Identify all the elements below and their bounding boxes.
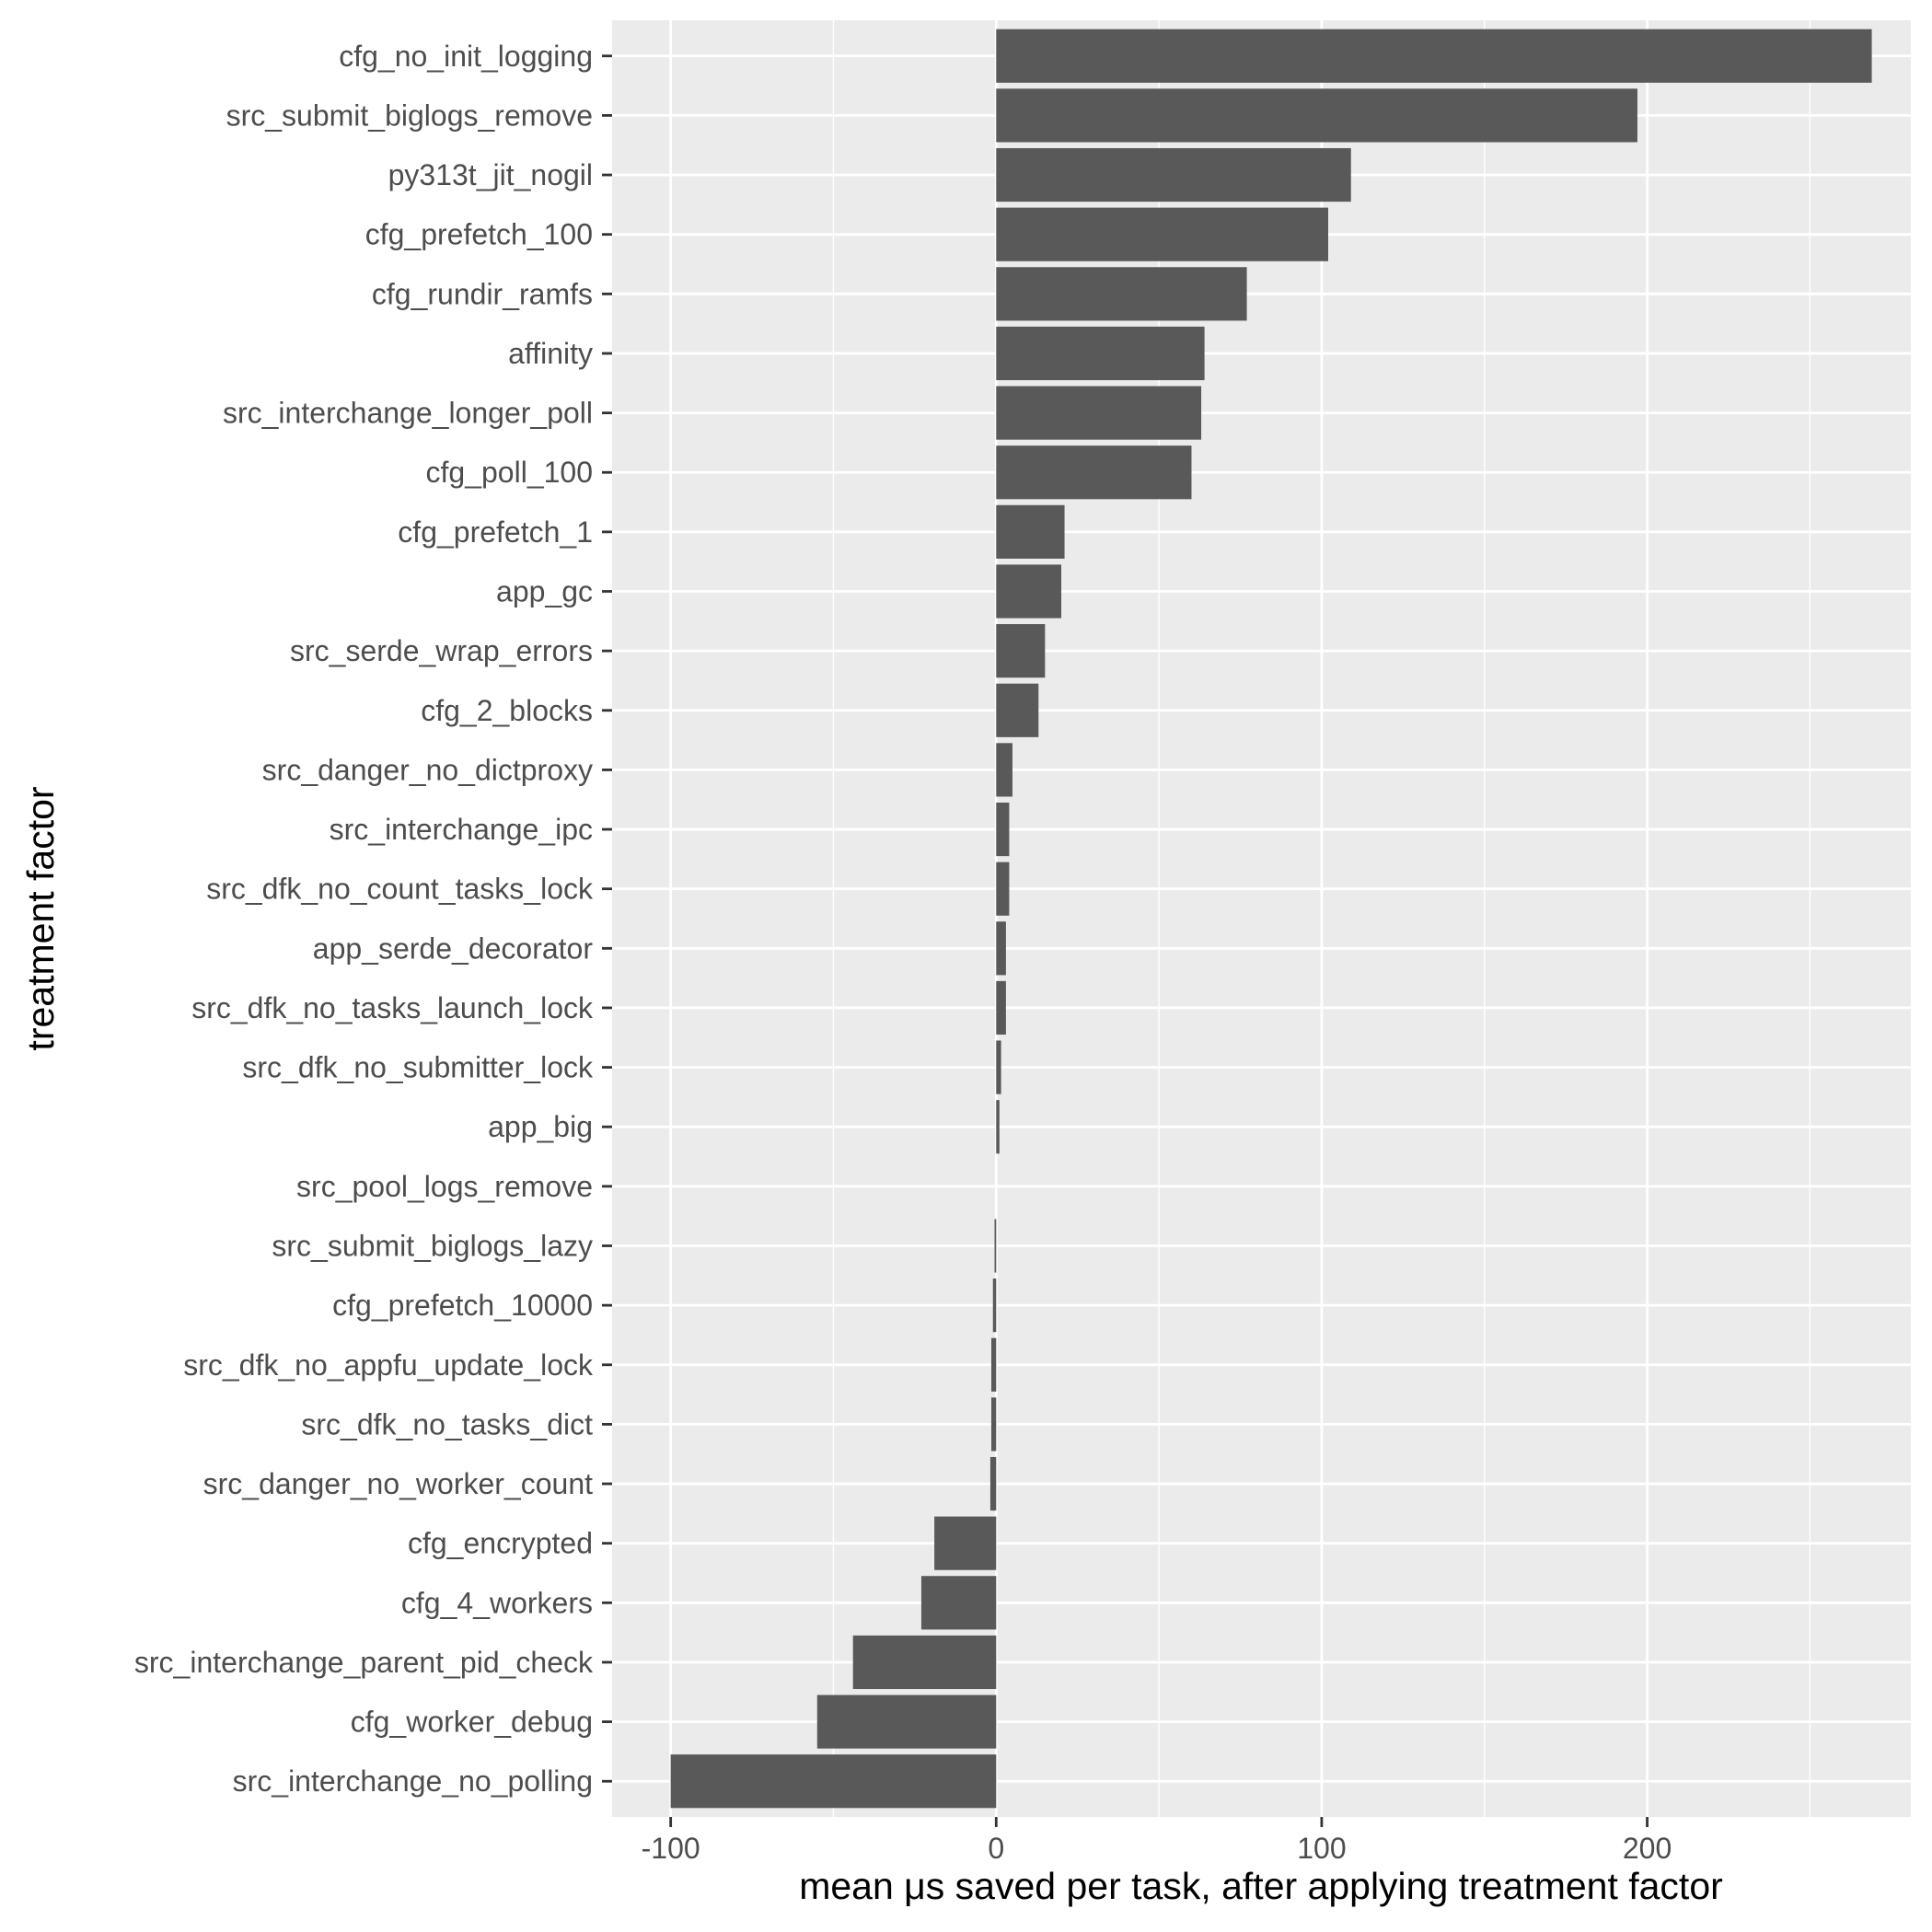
bar (996, 326, 1205, 381)
y-tick-label: cfg_rundir_ramfs (372, 277, 593, 310)
y-tick-label: cfg_prefetch_10000 (332, 1289, 593, 1322)
bar (996, 504, 1065, 559)
bar (996, 743, 1012, 797)
y-tick-label: cfg_worker_debug (351, 1706, 593, 1739)
y-tick-label: src_interchange_ipc (330, 813, 593, 846)
y-tick-label: cfg_encrypted (408, 1527, 593, 1560)
y-tick-label: cfg_poll_100 (426, 456, 593, 489)
bar (990, 1397, 997, 1452)
bar (996, 88, 1637, 143)
y-tick-label: app_serde_decorator (313, 931, 594, 965)
x-tick-label: -100 (642, 1832, 700, 1865)
y-tick-label: app_big (488, 1110, 593, 1143)
y-tick-label: cfg_prefetch_100 (365, 218, 593, 251)
bars (670, 29, 1872, 1809)
bar (920, 1576, 997, 1630)
bar (816, 1695, 997, 1749)
y-tick-label: src_dfk_no_tasks_dict (301, 1407, 593, 1440)
y-axis-title: treatment factor (19, 786, 62, 1050)
bar (996, 207, 1328, 261)
y-tick-label: src_dfk_no_count_tasks_lock (206, 873, 594, 906)
y-tick-label: cfg_prefetch_1 (398, 515, 593, 549)
bar (996, 1100, 1000, 1154)
bar (996, 862, 1010, 916)
bar (996, 564, 1062, 619)
bar (996, 921, 1006, 976)
x-tick-label: 100 (1297, 1832, 1346, 1865)
x-axis-title: mean μs saved per task, after applying t… (799, 1865, 1723, 1907)
plot-panel (612, 20, 1911, 1817)
bar (996, 29, 1872, 83)
y-tick-label: src_pool_logs_remove (296, 1170, 593, 1203)
bar (996, 267, 1247, 321)
y-axis: cfg_no_init_logging src_submit_biglogs_re… (134, 40, 612, 1798)
bar (989, 1456, 997, 1511)
bar (992, 1278, 997, 1333)
y-tick-label: cfg_2_blocks (421, 694, 593, 727)
bar (996, 624, 1046, 678)
bar (990, 1337, 997, 1392)
y-tick-label: src_submit_biglogs_remove (226, 98, 593, 132)
x-axis: -100 0 100 200 (642, 1817, 1672, 1865)
bar (996, 1040, 1001, 1094)
y-tick-label: src_danger_no_dictproxy (262, 753, 593, 786)
bar (994, 1219, 997, 1273)
y-tick-label: cfg_4_workers (401, 1586, 593, 1619)
y-tick-label: src_interchange_no_polling (233, 1764, 593, 1798)
y-tick-label: src_interchange_parent_pid_check (134, 1646, 594, 1679)
y-tick-label: app_gc (496, 575, 593, 608)
y-tick-label: src_dfk_no_submitter_lock (242, 1051, 594, 1084)
x-tick-label: 200 (1623, 1832, 1672, 1865)
y-tick-label: src_interchange_longer_poll (223, 397, 593, 430)
bar (996, 683, 1039, 737)
y-tick-label: src_dfk_no_tasks_launch_lock (191, 991, 594, 1024)
bar (996, 445, 1192, 500)
y-tick-label: py313t_jit_nogil (388, 158, 593, 191)
y-tick-label: src_submit_biglogs_lazy (272, 1229, 593, 1262)
y-tick-label: src_dfk_no_appfu_update_lock (183, 1348, 594, 1382)
bar (670, 1754, 997, 1809)
bar (996, 802, 1010, 857)
bar (996, 147, 1351, 202)
bar (852, 1635, 997, 1690)
y-tick-label: src_danger_no_worker_count (203, 1467, 593, 1500)
y-tick-label: src_serde_wrap_errors (290, 634, 593, 667)
x-tick-label: 0 (988, 1832, 1004, 1865)
bar (996, 386, 1202, 440)
y-tick-label: affinity (508, 337, 593, 370)
bar (996, 980, 1006, 1035)
y-tick-label: cfg_no_init_logging (339, 40, 593, 73)
bar (934, 1516, 997, 1570)
